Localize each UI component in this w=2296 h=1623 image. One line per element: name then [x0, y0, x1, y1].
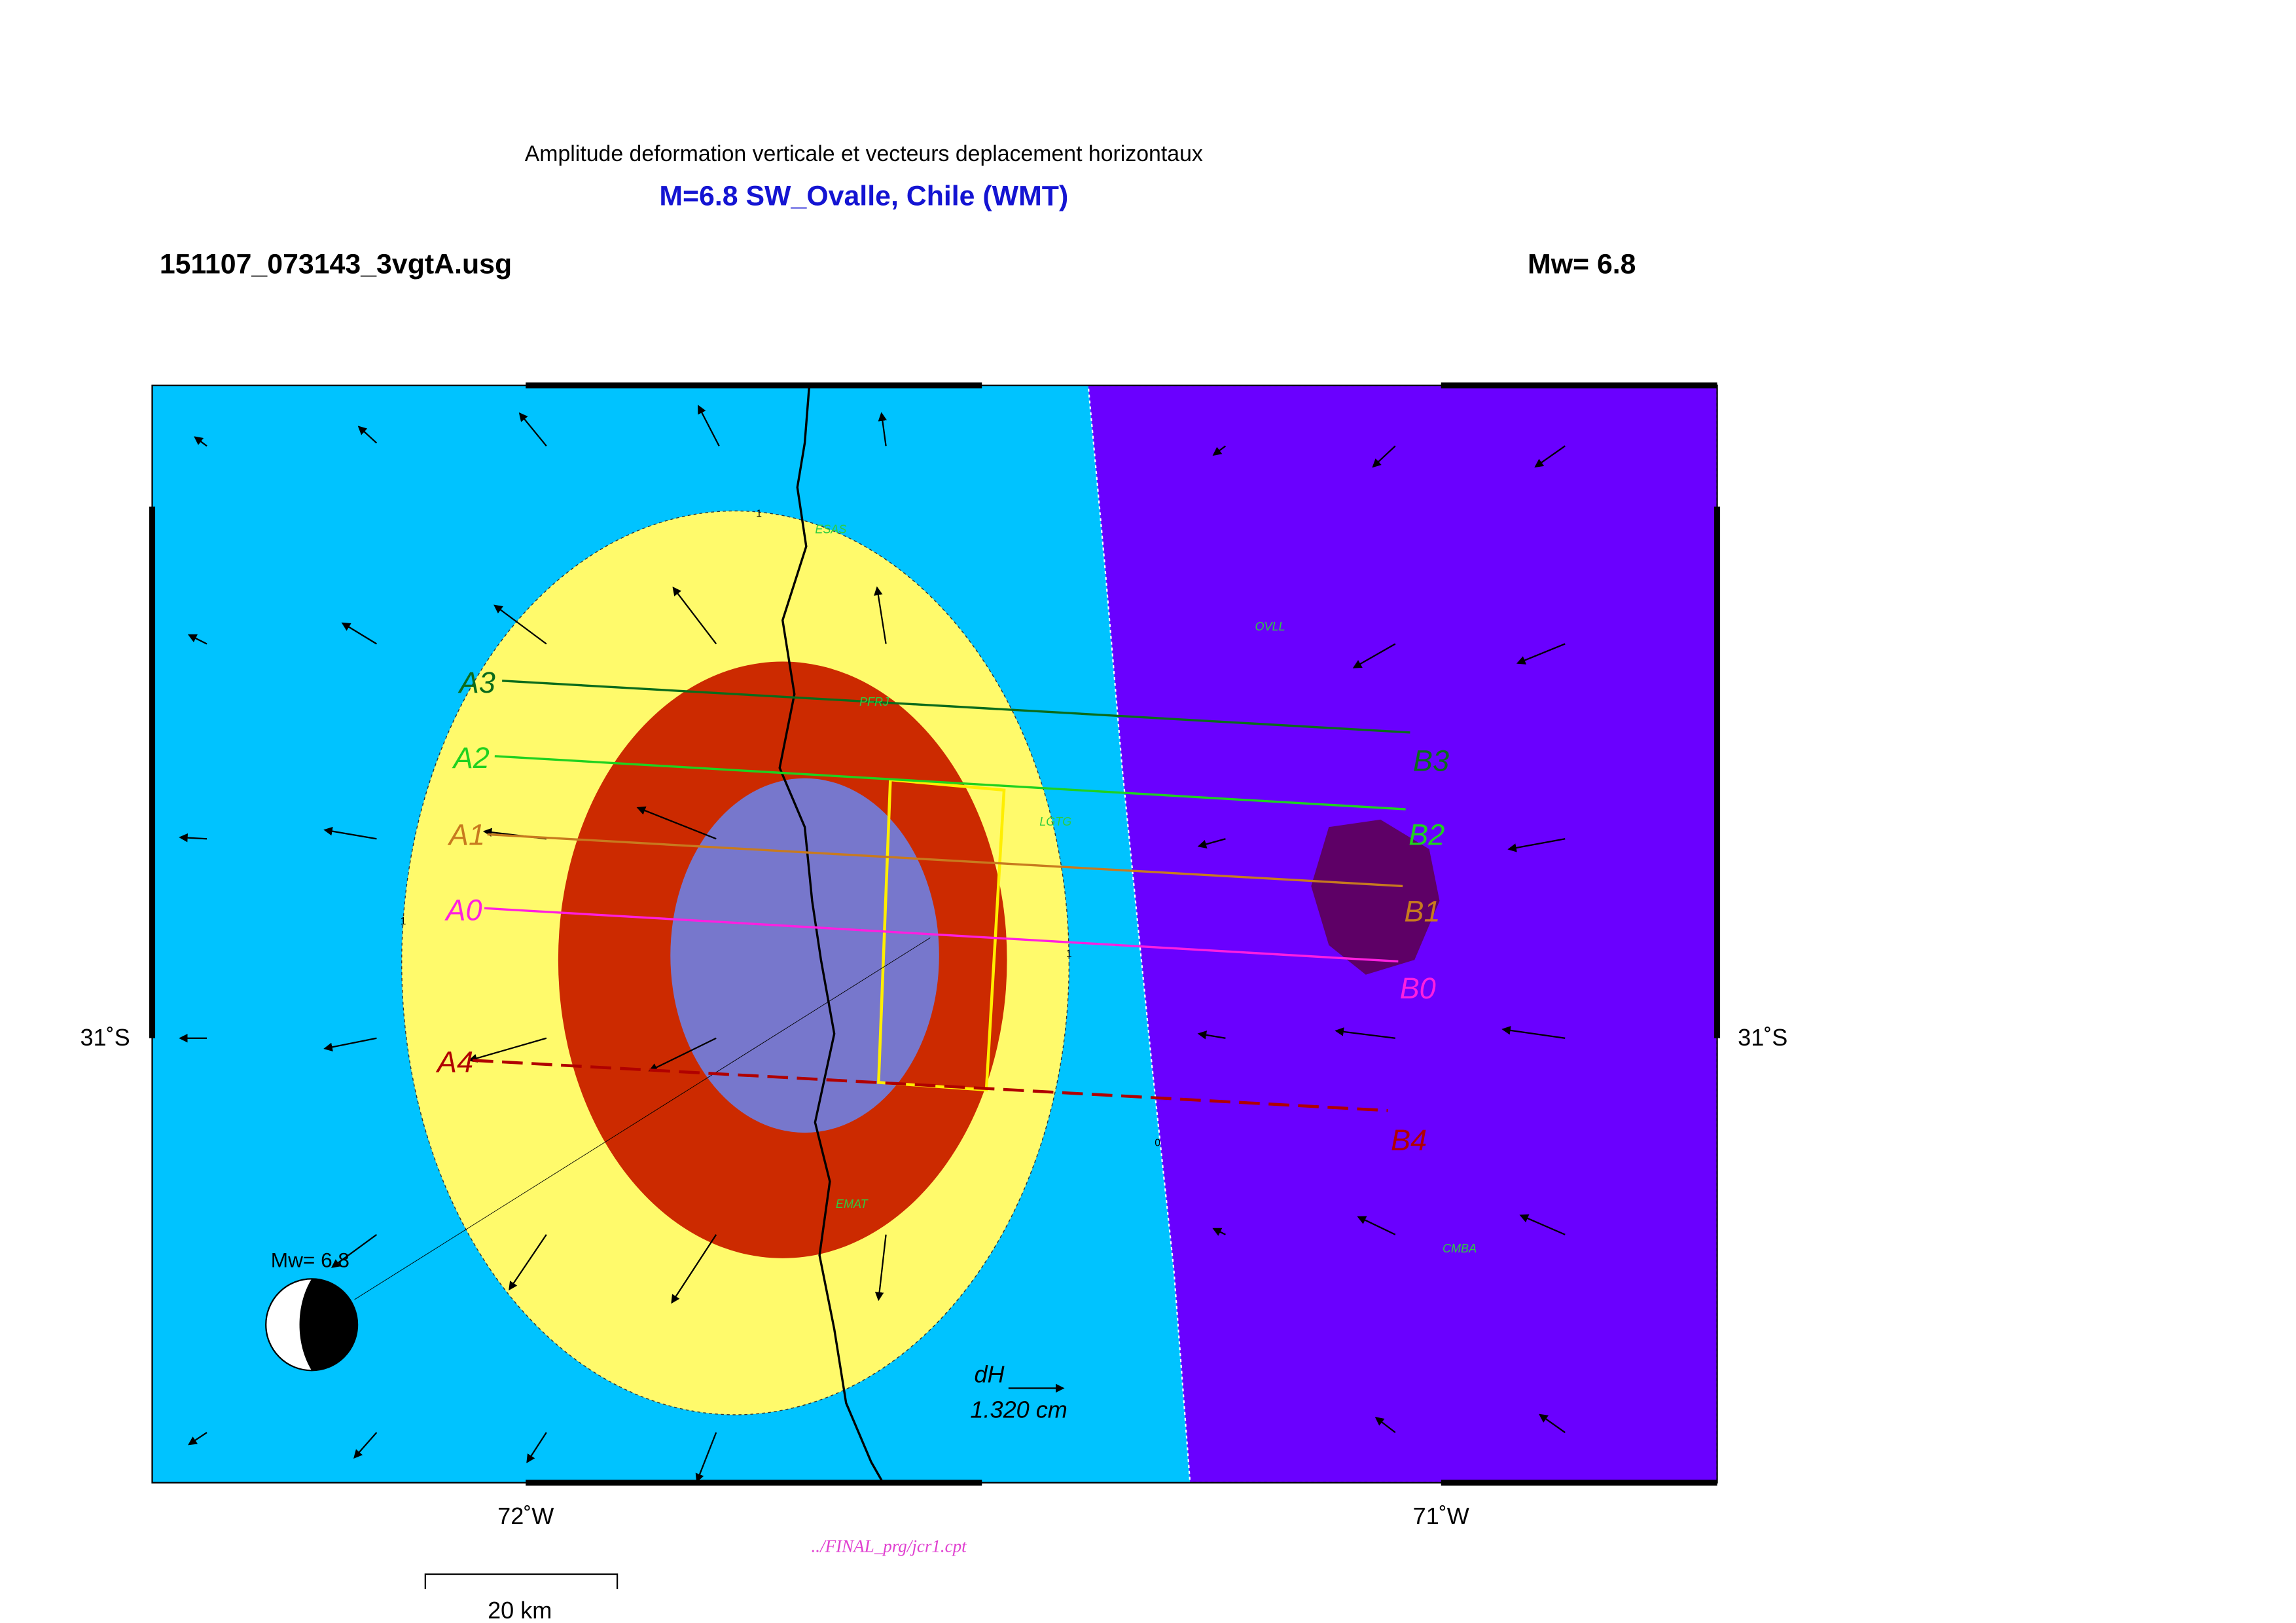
line-mark: [695, 1432, 717, 1483]
profile-end: B4: [1391, 1123, 1427, 1157]
line-mark: [1197, 838, 1226, 849]
beachball-fill: [299, 1279, 357, 1371]
line-mark: [484, 907, 1399, 963]
line-mark: [194, 436, 207, 447]
coastline: [778, 386, 884, 1483]
magnitude: Mw= 6.8: [1528, 248, 1636, 280]
line-mark: [1335, 1027, 1395, 1039]
line-mark: [698, 405, 720, 447]
line-mark: [357, 426, 378, 444]
line-mark: [494, 755, 1406, 811]
profile-end: B0: [1400, 972, 1436, 1005]
station: CMBA: [1443, 1242, 1477, 1255]
line-mark: [493, 604, 547, 645]
x-label: 72˚W: [497, 1503, 554, 1529]
zone-dark: [1311, 819, 1440, 975]
vector-scale-value: 1.320 cm: [970, 1396, 1067, 1423]
profile-end: B1: [1404, 895, 1440, 928]
contour-labels: 1 1 1 0: [401, 508, 1161, 1148]
profile-start: A2: [452, 741, 490, 775]
profile-end: B3: [1413, 744, 1449, 777]
subtitle: Amplitude deformation verticale et vecte…: [525, 141, 1203, 166]
line-mark: [1501, 1026, 1566, 1039]
line-mark: [874, 1234, 887, 1302]
station: LGTG: [1039, 815, 1071, 828]
line-mark: [1519, 1214, 1566, 1235]
line-mark: [874, 586, 887, 644]
line-mark: [1212, 445, 1227, 456]
profile-start: A4: [435, 1046, 473, 1079]
line-mark: [1212, 1228, 1226, 1236]
vectors: [179, 405, 1566, 1483]
line-mark: [487, 833, 1403, 888]
scale-bar: [424, 1573, 619, 1590]
line-mark: [1539, 1413, 1566, 1433]
line-mark: [1197, 1030, 1226, 1040]
palette-file: ../FINAL_prg/jcr1.cpt: [812, 1537, 968, 1556]
profile-start: A3: [457, 666, 495, 699]
line-mark: [1352, 643, 1396, 668]
frame-ticks: [149, 382, 1721, 1486]
profile-lines: [472, 680, 1410, 1112]
contour-label: 1: [401, 916, 406, 927]
zone-core: [670, 778, 939, 1133]
scale-bar-label: 20 km: [488, 1597, 552, 1623]
line-mark: [1516, 643, 1566, 665]
station: EMAT: [836, 1197, 869, 1211]
x-label: 71˚W: [1413, 1503, 1469, 1529]
profile-start: A1: [447, 818, 485, 851]
map: 1 1 1 0 A3 A2 A1 A0 A4 B3 B2 B1 B0 B4 ES…: [152, 385, 1717, 1483]
line-mark: [1357, 1216, 1396, 1235]
line-mark: [331, 1233, 378, 1268]
line-mark: [671, 1234, 717, 1304]
mechanism-label: Mw= 6.8: [271, 1248, 350, 1271]
line-mark: [341, 622, 377, 645]
line-mark: [672, 586, 717, 645]
line-mark: [526, 1432, 547, 1464]
contour-label: 0: [1155, 1137, 1160, 1148]
title: M=6.8 SW_Ovalle, Chile (WMT): [659, 181, 1068, 212]
station: ESAS: [815, 522, 846, 536]
line-mark: [518, 412, 547, 447]
y-label: 31˚S: [1738, 1024, 1787, 1051]
line-mark: [1507, 838, 1566, 852]
line-mark: [188, 1432, 207, 1446]
station: OVLL: [1255, 620, 1285, 633]
station: PFRJ: [859, 695, 889, 708]
line-mark: [878, 412, 888, 447]
profile-start: A0: [444, 893, 482, 926]
line-mark: [509, 1234, 547, 1291]
profile-end: B2: [1408, 818, 1444, 851]
line-mark: [502, 680, 1410, 734]
line-mark: [323, 1037, 377, 1051]
line-mark: [187, 634, 207, 645]
line-mark: [648, 1037, 717, 1072]
line-mark: [1372, 445, 1396, 468]
line-mark: [323, 826, 377, 840]
line-mark: [1534, 445, 1566, 468]
line-mark: [1374, 1417, 1396, 1433]
mechanism-link: [354, 937, 931, 1300]
contour-label: 1: [756, 508, 762, 519]
vector-scale-label: dH: [974, 1360, 1005, 1387]
line-mark: [468, 1037, 547, 1063]
y-label: 31˚S: [80, 1024, 130, 1051]
contour-label: 1: [1066, 949, 1072, 960]
file-name: 151107_073143_3vgtA.usg: [160, 248, 512, 280]
line-mark: [179, 833, 207, 843]
line-mark: [472, 1059, 1388, 1112]
line-mark: [636, 806, 717, 840]
line-mark: [353, 1432, 378, 1459]
